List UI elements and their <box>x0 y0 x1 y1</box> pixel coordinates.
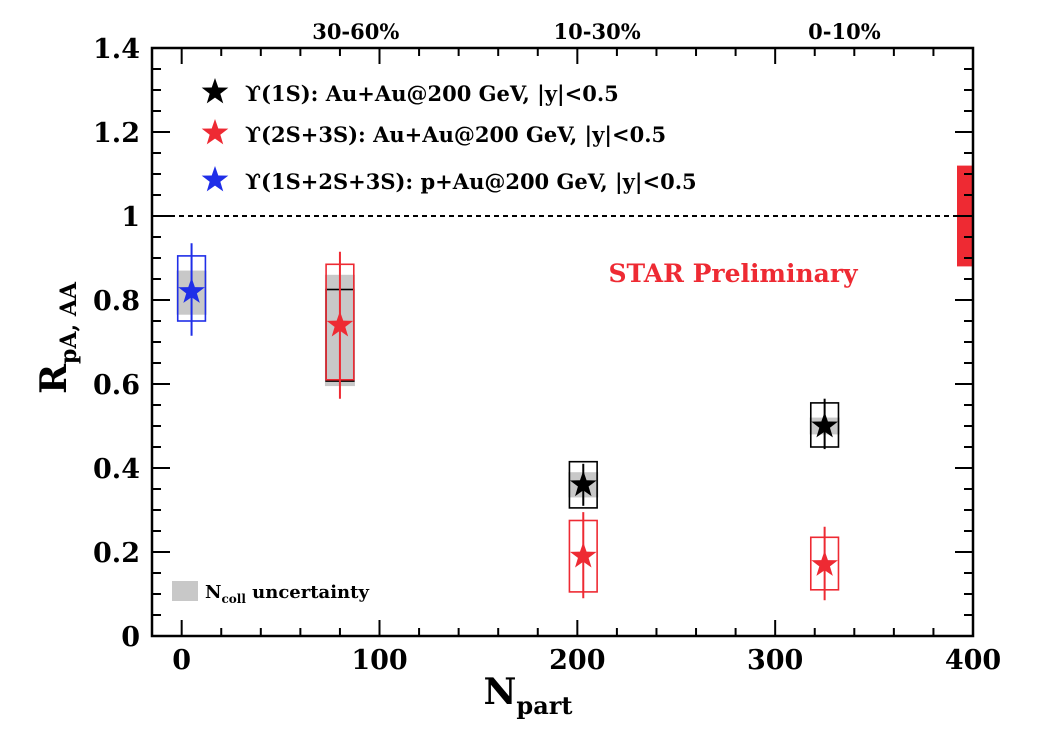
data-layer <box>176 243 840 601</box>
tick-layer <box>152 47 974 637</box>
legend-entry-pau: ϒ(1S+2S+3S): p+Au@200 GeV, |y|<0.5 <box>201 166 697 194</box>
x-axis-title: Npart <box>484 671 573 720</box>
data-point-star <box>326 311 354 337</box>
centrality-label: 10-30% <box>554 19 641 44</box>
data-point-star <box>569 470 597 497</box>
y-tick-label: 0.8 <box>93 286 140 317</box>
y-tick-label: 1 <box>121 202 140 233</box>
legend-entry-1s: ϒ(1S): Au+Au@200 GeV, |y|<0.5 <box>201 78 619 106</box>
x-tick-label: 100 <box>351 645 407 676</box>
x-tick-label: 200 <box>549 645 605 676</box>
ncoll-legend: Ncoll uncertainty <box>172 581 369 606</box>
y-tick-label: 0.2 <box>93 538 140 569</box>
legend-entry-2s3s: ϒ(2S+3S): Au+Au@200 GeV, |y|<0.5 <box>201 119 666 147</box>
data-point-star <box>811 550 838 576</box>
centrality-label: 0-10% <box>808 19 881 44</box>
y-axis-title: RpA, AA <box>33 281 82 394</box>
ncoll-uncertainty-layer <box>176 270 840 498</box>
data-point-star <box>178 277 205 303</box>
legend-label-pau: ϒ(1S+2S+3S): p+Au@200 GeV, |y|<0.5 <box>245 169 697 194</box>
y-tick-label: 0.4 <box>93 454 140 485</box>
legend-star-icon-1s <box>201 78 229 104</box>
star-preliminary-label: STAR Preliminary <box>608 259 859 288</box>
data-point-star <box>569 542 597 568</box>
legend-label-2s3s: ϒ(2S+3S): Au+Au@200 GeV, |y|<0.5 <box>245 122 666 147</box>
x-tick-label: 300 <box>747 645 803 676</box>
y-tick-label: 0.6 <box>93 370 140 401</box>
label-layer: 0 100 200 300 400 0 0.2 0.4 0.6 0.8 1 1.2 1.4 30-60% 1… <box>93 19 1001 676</box>
data-point-star <box>811 412 838 438</box>
ncoll-legend-swatch <box>172 581 198 601</box>
legend-star-icon-2s3s <box>201 119 229 145</box>
y-tick-label: 1.4 <box>93 34 140 65</box>
y-tick-label: 1.2 <box>93 118 140 149</box>
legend-label-1s: ϒ(1S): Au+Au@200 GeV, |y|<0.5 <box>245 81 619 106</box>
centrality-label: 30-60% <box>312 19 399 44</box>
y-tick-label: 0 <box>121 622 140 653</box>
legend: ϒ(1S): Au+Au@200 GeV, |y|<0.5 ϒ(2S+3S): … <box>201 78 697 194</box>
legend-star-icon-pau <box>201 166 229 192</box>
ncoll-legend-text: Ncoll uncertainty <box>205 582 369 606</box>
x-tick-label: 0 <box>172 645 191 676</box>
x-tick-label: 400 <box>945 645 1001 676</box>
sys-box <box>568 460 598 509</box>
